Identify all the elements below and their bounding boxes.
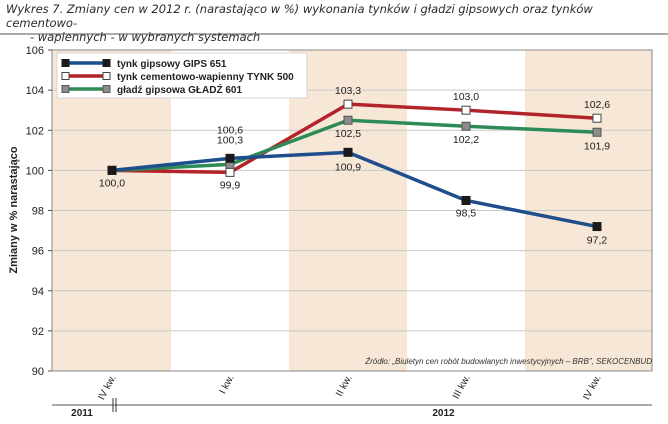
- chart-title-line1: Wykres 7. Zmiany cen w 2012 r. (narastaj…: [6, 2, 593, 30]
- data-point: [343, 99, 353, 109]
- data-point: [343, 147, 353, 157]
- legend-marker: [102, 59, 111, 67]
- data-label: 99,9: [220, 179, 241, 191]
- legend-label: tynk gipsowy GIPS 651: [117, 59, 227, 70]
- data-point: [225, 153, 235, 163]
- data-point: [461, 195, 471, 205]
- y-tick-label: 90: [32, 366, 44, 378]
- data-label: 97,2: [587, 235, 608, 247]
- data-label: 102,2: [453, 134, 479, 146]
- data-point: [225, 167, 235, 177]
- data-label: 100,3: [217, 134, 243, 146]
- data-point: [592, 113, 602, 123]
- y-tick-label: 104: [26, 85, 44, 97]
- data-label: 103,0: [453, 91, 479, 103]
- year-label: 2011: [71, 408, 93, 419]
- y-tick-label: 102: [26, 125, 44, 137]
- legend-label: gładź gipsowa GŁADŹ 601: [117, 83, 242, 96]
- y-tick-label: 98: [32, 206, 44, 218]
- x-tick-label: IV kw.: [96, 373, 118, 402]
- x-axis: IV kw. I kw. II kw. III kw. IV kw.2011 2012: [52, 373, 652, 419]
- y-tick-label: 100: [26, 165, 44, 177]
- legend-marker: [102, 72, 111, 80]
- y-axis-label: Zmiany w % narastająco: [8, 146, 20, 273]
- data-label: 102,6: [584, 99, 610, 111]
- legend-marker: [102, 85, 111, 93]
- legend-marker: [61, 59, 70, 67]
- data-point: [343, 115, 353, 125]
- data-point: [107, 165, 117, 175]
- y-tick-label: 106: [26, 45, 44, 57]
- legend-label: tynk cementowo-wapienny TYNK 500: [117, 72, 294, 83]
- year-label: 2012: [432, 408, 455, 419]
- y-tick-label: 94: [32, 286, 44, 298]
- data-label: 103,3: [335, 85, 361, 97]
- x-tick-label: II kw.: [334, 373, 354, 398]
- data-label: 102,5: [335, 128, 361, 140]
- legend-marker: [61, 72, 70, 80]
- data-label: 101,9: [584, 140, 610, 152]
- y-tick-label: 92: [32, 326, 44, 338]
- data-point: [461, 121, 471, 131]
- x-tick-label: I kw.: [218, 373, 237, 396]
- y-tick-label: 96: [32, 246, 44, 258]
- legend: tynk gipsowy GIPS 651 tynk cementowo-wapi…: [56, 52, 308, 99]
- data-point: [461, 105, 471, 115]
- data-label: 100,9: [335, 161, 361, 173]
- data-label: 98,5: [456, 207, 477, 219]
- x-tick-label: III kw.: [451, 373, 473, 401]
- data-label: 100,6: [217, 124, 243, 136]
- series-group: 100,0 100,6 100,9 98,5 97,2 99,9 103,3 103,0 102…: [99, 85, 610, 246]
- source-note: Źródło: „Biuletyn cen robót budowlanych …: [364, 357, 652, 366]
- data-point: [592, 127, 602, 137]
- y-axis: 90 92 94 96 98 100 102 104 106: [26, 45, 52, 378]
- legend-marker: [61, 85, 70, 93]
- x-tick-label: IV kw.: [581, 373, 603, 402]
- data-label: 100,0: [99, 177, 125, 189]
- data-point: [592, 222, 602, 232]
